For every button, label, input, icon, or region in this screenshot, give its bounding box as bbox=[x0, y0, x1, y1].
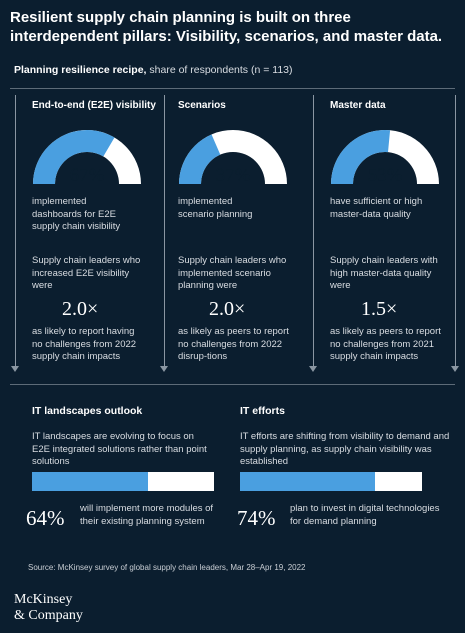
tail-master-data: as likely as peers to report no challeng… bbox=[330, 326, 441, 362]
gauge-master-data bbox=[331, 130, 439, 184]
gauge-scenarios bbox=[179, 130, 287, 184]
tail-visibility: as likely to report having no challenges… bbox=[32, 326, 137, 362]
bar-fill-it-landscapes bbox=[32, 472, 149, 491]
bar-track-it-efforts bbox=[240, 472, 422, 491]
tail-scenarios: as likely as peers to report no challeng… bbox=[178, 326, 289, 362]
divider-middle bbox=[10, 384, 455, 385]
divider-top bbox=[10, 88, 455, 89]
multiple-visibility: 2.0× bbox=[62, 298, 99, 320]
gauge-visibility bbox=[33, 130, 141, 184]
logo-line-1: McKinsey bbox=[14, 592, 73, 607]
arrow-left bbox=[15, 95, 16, 367]
arrow-right-head bbox=[451, 366, 459, 372]
heading-it-efforts: IT efforts bbox=[240, 405, 285, 417]
lead-scenarios: Supply chain leaders who implemented sce… bbox=[178, 255, 287, 291]
bar-fill-it-efforts bbox=[240, 472, 375, 491]
lead-master-data: Supply chain leaders with high master-da… bbox=[330, 255, 438, 291]
percent-it-efforts: 74% bbox=[237, 506, 276, 530]
arrow-mid-1 bbox=[164, 95, 165, 367]
lead-visibility: Supply chain leaders who increased E2E v… bbox=[32, 255, 141, 291]
subtitle-rest: share of respondents (n = 113) bbox=[146, 64, 293, 76]
source-note: Source: McKinsey survey of global supply… bbox=[28, 563, 306, 572]
multiple-master-data: 1.5× bbox=[361, 298, 398, 320]
description-it-landscapes: IT landscapes are evolving to focus on E… bbox=[32, 431, 207, 467]
arrow-right bbox=[455, 95, 456, 367]
label-it-efforts: plan to invest in digital technologies f… bbox=[290, 503, 440, 527]
arrow-mid-2-head bbox=[309, 366, 317, 372]
arrow-left-head bbox=[11, 366, 19, 372]
multiple-scenarios: 2.0× bbox=[209, 298, 246, 320]
heading-it-landscapes: IT landscapes outlook bbox=[32, 405, 143, 417]
arrow-mid-2 bbox=[313, 95, 314, 367]
gauge-fill bbox=[331, 130, 391, 184]
gauge-value-visibility: 67% bbox=[69, 165, 105, 186]
mckinsey-logo: McKinsey & Company bbox=[14, 592, 83, 624]
pillar-heading-scenarios: Scenarios bbox=[178, 100, 226, 111]
gauge-value-master-data: 53% bbox=[367, 165, 403, 186]
gauge-fill bbox=[33, 130, 115, 184]
caption-master-data: have sufficient or high master-data qual… bbox=[330, 196, 423, 220]
caption-scenarios: implemented scenario planning bbox=[178, 196, 253, 220]
caption-visibility: implemented dashboards for E2E supply ch… bbox=[32, 196, 121, 232]
label-it-landscapes: will implement more modules of their exi… bbox=[80, 503, 214, 527]
arrow-mid-1-head bbox=[160, 366, 168, 372]
gauge-fill bbox=[179, 134, 221, 184]
bar-track-it-landscapes bbox=[32, 472, 214, 491]
gauge-value-scenarios: 37% bbox=[215, 165, 251, 186]
page-title: Resilient supply chain planning is built… bbox=[10, 9, 443, 45]
description-it-efforts: IT efforts are shifting from visibility … bbox=[240, 431, 450, 467]
pillar-heading-master-data: Master data bbox=[330, 100, 386, 111]
chart-subtitle: Planning resilience recipe, share of res… bbox=[14, 64, 293, 76]
logo-line-2: & Company bbox=[14, 608, 83, 623]
percent-it-landscapes: 64% bbox=[26, 506, 65, 530]
subtitle-bold: Planning resilience recipe, bbox=[14, 64, 147, 76]
pillar-heading-visibility: End-to-end (E2E) visibility bbox=[32, 100, 156, 111]
